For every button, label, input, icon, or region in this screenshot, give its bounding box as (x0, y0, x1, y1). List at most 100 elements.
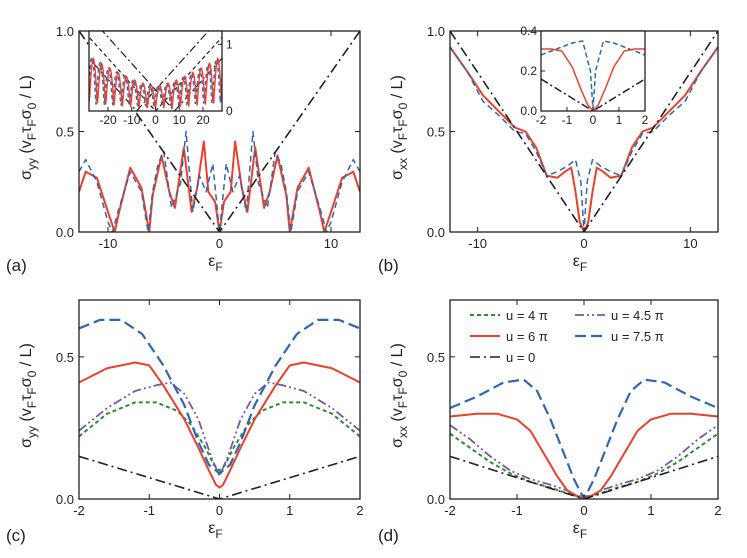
inset-x-tick-label: 2 (642, 113, 649, 127)
x-axis-subscript: F (580, 527, 587, 541)
y-axis-label-part: σ (389, 109, 406, 119)
y-axis-label-part: F (25, 133, 39, 140)
inset-x-tick-label: 0 (152, 113, 159, 127)
y-axis-label-part: F (25, 119, 39, 126)
legend-label: u = 6 π (506, 329, 548, 344)
x-tick-label: -2 (444, 503, 456, 518)
inset-series-red (541, 48, 645, 111)
x-tick-label: -10 (99, 236, 118, 251)
panel-label: (c) (6, 526, 26, 545)
y-axis-label-part: (v (18, 408, 35, 426)
y-axis-label-part: σ (389, 438, 406, 448)
y-axis-label-part: / L) (18, 343, 35, 371)
panel-label: (d) (378, 526, 399, 545)
y-tick-label: 0.0 (56, 225, 74, 240)
y-axis-label-part: xx (396, 158, 410, 170)
inset-cone-0-line (89, 36, 222, 111)
y-axis-label: σyy (vFτFσ0 / L) (18, 75, 39, 180)
x-tick-label: 1 (647, 503, 654, 518)
x-axis-symbol: ε (573, 520, 580, 537)
y-axis-label: σxx (vFτFσ0 / L) (389, 343, 410, 448)
legend-label: u = 0 (506, 350, 535, 365)
y-axis-label-part: F (396, 119, 410, 126)
y-axis-label-part: τ (18, 394, 35, 401)
y-tick-label: 0.0 (56, 492, 74, 507)
series-line-u-0-4 (450, 455, 718, 499)
y-axis-label-part: σ (389, 170, 406, 180)
panel-label: (b) (378, 256, 399, 275)
series-line-u-6--0 (79, 140, 360, 232)
inset-x-tick-label: -2 (536, 113, 547, 127)
x-tick-label: 0 (216, 503, 223, 518)
x-tick-label: 10 (324, 236, 338, 251)
y-axis-label-part: yy (25, 426, 39, 438)
y-axis-label-part: (v (18, 140, 35, 158)
y-axis-label-part: σ (18, 377, 35, 387)
y-axis-label-part: 0 (396, 370, 410, 377)
y-axis-label-part: F (396, 133, 410, 140)
y-axis-label-part: F (396, 401, 410, 408)
series-line-u-7-5--3 (450, 378, 718, 499)
y-axis-label-part: xx (396, 426, 410, 438)
y-axis-label-part: yy (25, 158, 39, 170)
x-axis-subscript: F (215, 260, 222, 274)
y-axis-label-part: F (396, 387, 410, 394)
inset-x-tick-label: -20 (99, 113, 117, 127)
legend: u = 4 π u = 4.5 π u = 6 π u = 7.5 π u = 0 (470, 308, 664, 365)
x-tick-label: -1 (511, 503, 523, 518)
y-axis-label-part: F (25, 387, 39, 394)
y-tick-label: 0.5 (56, 125, 74, 140)
y-axis-label-part: F (25, 401, 39, 408)
series-line-u-7-5--3 (79, 318, 360, 475)
inset-x-tick-label: 10 (173, 113, 187, 127)
inset-oscillation-blue (89, 56, 222, 109)
x-tick-label: 0 (580, 236, 587, 251)
inset-y-tick-label: 0 (226, 104, 233, 118)
y-axis-label-part: 0 (25, 370, 39, 377)
legend-label: u = 4.5 π (611, 308, 664, 323)
x-axis-symbol: ε (573, 253, 580, 270)
legend-label: u = 4 π (506, 308, 548, 323)
series-line-u-4--0 (79, 401, 360, 472)
y-axis-label-part: / L) (18, 75, 35, 103)
y-axis-label-part: τ (389, 126, 406, 133)
inset-x-tick-label: 1 (616, 113, 623, 127)
inset-x-tick-label: -1 (562, 113, 573, 127)
y-axis-label-part: 0 (396, 102, 410, 109)
series-line-u-6--0 (450, 46, 718, 232)
inset-y-tick-label: 0.4 (520, 24, 537, 38)
x-axis-label: εF (573, 253, 587, 274)
x-tick-label: 0 (580, 503, 587, 518)
series-line-u-4-5--1 (79, 381, 360, 478)
x-tick-label: 1 (286, 503, 293, 518)
x-tick-label: 10 (683, 236, 697, 251)
y-tick-label: 0.0 (427, 225, 445, 240)
x-axis-label: εF (208, 253, 222, 274)
y-axis-label-part: 0 (25, 102, 39, 109)
x-tick-label: 2 (356, 503, 363, 518)
inset-a: -20 -10 0 10 20 0 1 (88, 30, 233, 127)
x-tick-label: -1 (143, 503, 155, 518)
y-tick-label: 1.0 (56, 24, 74, 39)
inset-y-tick-label: 1 (226, 37, 233, 51)
panel-label: (a) (6, 256, 27, 275)
x-tick-label: 0 (216, 236, 223, 251)
y-tick-label: 1.0 (427, 24, 445, 39)
y-axis-label-part: σ (18, 438, 35, 448)
x-axis-symbol: ε (208, 520, 215, 537)
y-axis-label: σyy (vFτFσ0 / L) (18, 343, 39, 448)
series-line-u-0-4 (79, 455, 360, 499)
inset-x-tick-label: 0 (590, 113, 597, 127)
x-axis-symbol: ε (208, 253, 215, 270)
x-tick-label: 2 (714, 503, 721, 518)
x-tick-label: -10 (468, 236, 487, 251)
y-axis-label-part: σ (389, 377, 406, 387)
y-tick-label: 0.0 (427, 492, 445, 507)
inset-series-black (541, 78, 645, 111)
y-tick-label: 0.5 (56, 350, 74, 365)
x-axis-subscript: F (580, 260, 587, 274)
x-axis-label: εF (573, 520, 587, 541)
